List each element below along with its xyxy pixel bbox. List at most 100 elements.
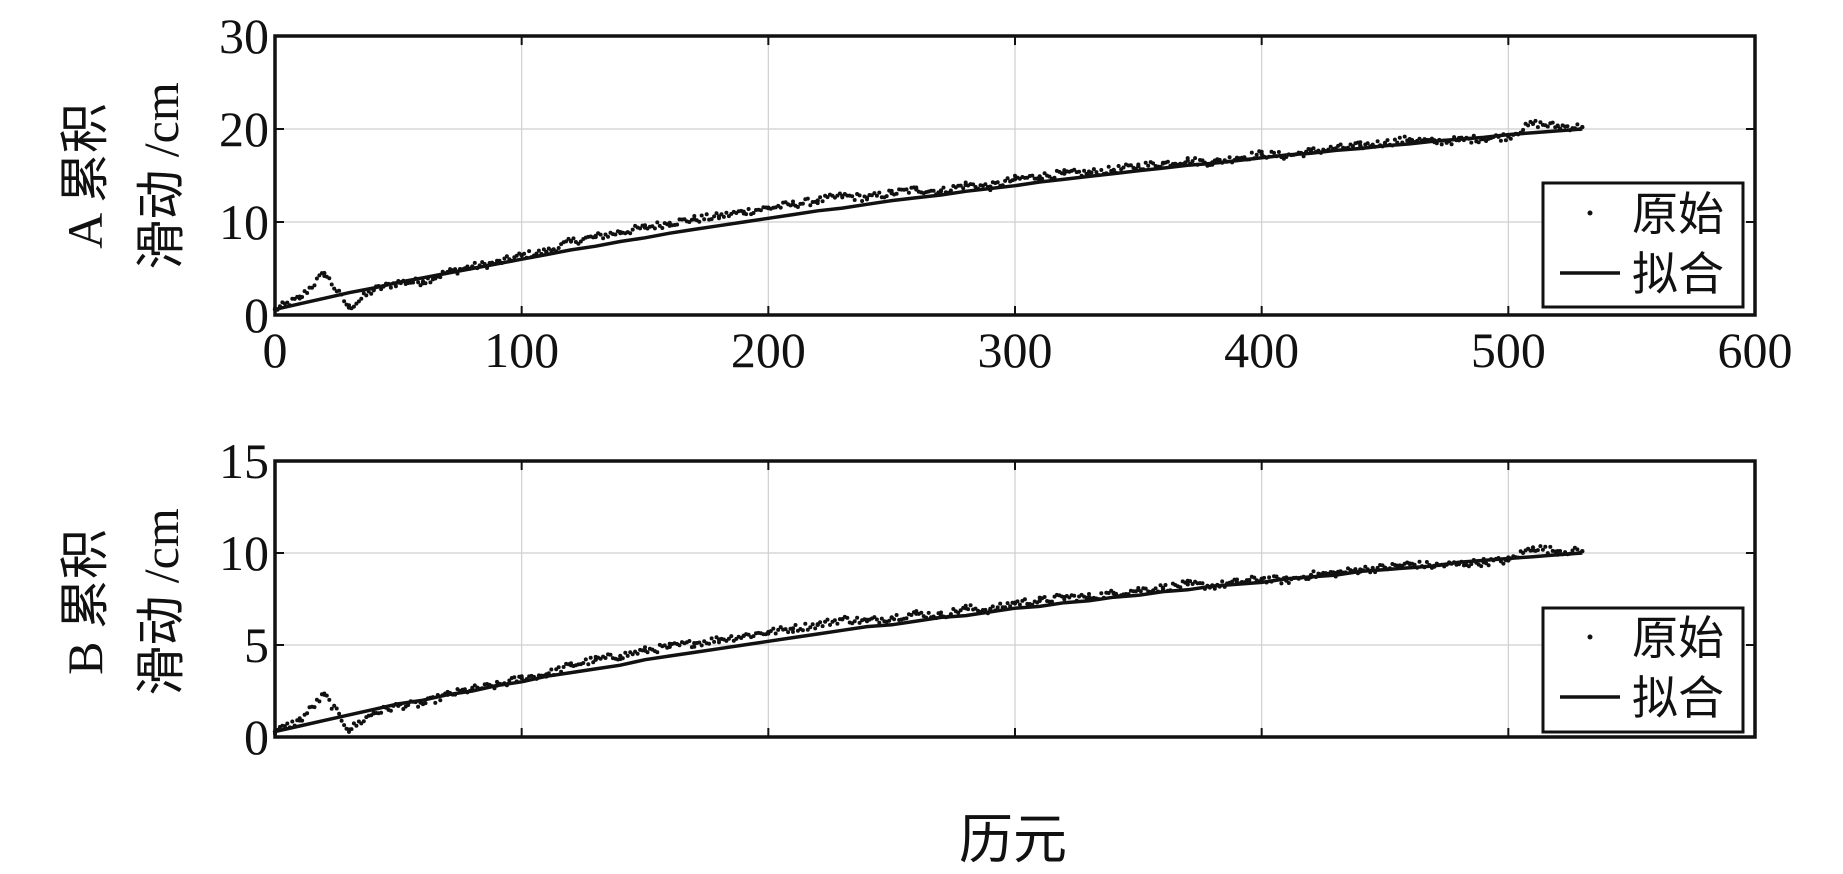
raw-data-point xyxy=(1003,178,1008,183)
raw-data-point xyxy=(919,610,924,615)
raw-data-point xyxy=(692,217,697,222)
raw-data-point xyxy=(606,234,610,239)
raw-data-point xyxy=(931,188,936,193)
raw-data-point xyxy=(601,236,606,241)
raw-data-point xyxy=(1082,168,1087,173)
plot-frame-a xyxy=(273,34,1757,317)
raw-data-point xyxy=(1091,167,1096,172)
raw-data-point xyxy=(351,304,356,309)
raw-data-point xyxy=(369,291,374,296)
raw-data-point xyxy=(800,201,805,206)
raw-data-point xyxy=(655,220,660,225)
raw-data-point xyxy=(874,617,879,622)
raw-data-point xyxy=(852,619,857,624)
x-tick-labels-a: 0 100 200 300 400 500 600 xyxy=(263,322,1793,378)
raw-data-point xyxy=(998,601,1003,606)
raw-data-point xyxy=(741,633,746,638)
raw-data-point xyxy=(1227,155,1232,160)
raw-data-point xyxy=(791,629,795,634)
raw-data-point xyxy=(1521,551,1526,555)
raw-data-point xyxy=(1407,561,1412,567)
raw-data-point xyxy=(1042,595,1047,599)
raw-data-point xyxy=(1143,160,1148,165)
raw-data-point xyxy=(877,190,882,195)
raw-data-point xyxy=(337,711,342,716)
raw-data-point xyxy=(561,665,566,669)
raw-data-point xyxy=(618,230,623,235)
raw-data-point xyxy=(1136,587,1141,592)
raw-data-point xyxy=(758,208,763,213)
raw-data-point xyxy=(586,662,591,667)
legend-a: 原始 拟合 xyxy=(1541,181,1745,309)
raw-data-point xyxy=(342,723,347,728)
raw-data-point xyxy=(948,188,953,193)
y-axis-label-a: A 累积 滑动 /cm xyxy=(57,82,189,270)
legend-dot-marker-b xyxy=(1587,634,1593,640)
y-axis-label-b: B 累积 滑动 /cm xyxy=(57,508,189,696)
raw-data-point xyxy=(887,618,892,623)
raw-data-point xyxy=(1424,560,1429,564)
raw-data-point xyxy=(1476,140,1481,145)
raw-data-point xyxy=(805,627,810,632)
raw-data-point xyxy=(371,710,376,716)
raw-data-point xyxy=(995,180,1000,185)
raw-data-point xyxy=(1062,595,1067,600)
raw-data-point xyxy=(1276,150,1281,154)
raw-data-point xyxy=(1099,168,1104,172)
raw-data-point xyxy=(1498,138,1503,143)
raw-data-point xyxy=(707,641,712,646)
raw-data-point xyxy=(1252,575,1257,580)
y-tick-label-b: 10 xyxy=(219,525,269,581)
raw-data-point xyxy=(1128,163,1133,168)
raw-data-point xyxy=(941,185,946,190)
raw-data-point xyxy=(864,195,870,200)
raw-data-point xyxy=(813,626,818,631)
raw-data-point xyxy=(1365,141,1370,146)
raw-data-point xyxy=(820,624,825,629)
raw-data-point xyxy=(1017,602,1022,607)
raw-data-point xyxy=(1086,595,1092,600)
plot-frame-b xyxy=(273,459,1757,739)
raw-data-point xyxy=(1106,164,1111,169)
raw-data-point xyxy=(845,615,850,620)
raw-data-point xyxy=(825,195,830,200)
raw-data-point xyxy=(1072,167,1077,172)
raw-data-point xyxy=(433,700,438,705)
raw-data-point xyxy=(773,631,778,636)
raw-data-point xyxy=(1353,567,1358,572)
raw-data-point xyxy=(342,299,347,304)
raw-data-point xyxy=(1397,135,1402,140)
raw-data-point xyxy=(687,639,692,643)
raw-data-point xyxy=(840,617,845,622)
raw-data-point xyxy=(1526,123,1531,128)
raw-data-point xyxy=(766,629,771,635)
raw-data-point xyxy=(855,615,860,620)
raw-data-point xyxy=(314,276,319,281)
raw-data-point xyxy=(329,282,334,287)
raw-data-point xyxy=(1111,591,1116,596)
raw-data-point xyxy=(709,217,714,222)
raw-data-point xyxy=(549,667,554,672)
raw-data-point xyxy=(808,625,813,630)
raw-data-point xyxy=(677,643,682,648)
raw-data-point xyxy=(1077,169,1082,174)
raw-data-point xyxy=(1392,137,1397,142)
raw-data-point xyxy=(914,187,919,192)
x-tick-label-a: 200 xyxy=(731,322,806,378)
raw-data-point xyxy=(1565,124,1570,129)
raw-data-point xyxy=(332,286,337,291)
raw-data-point xyxy=(305,291,310,295)
y-tick-label-a: 30 xyxy=(219,8,269,64)
raw-data-point xyxy=(783,627,788,632)
raw-data-point xyxy=(660,226,665,230)
raw-data-point xyxy=(741,209,746,214)
raw-data-point xyxy=(828,622,832,627)
raw-data-point xyxy=(815,198,820,203)
raw-data-point xyxy=(346,727,352,732)
raw-data-point xyxy=(393,284,398,289)
raw-data-point xyxy=(810,622,815,627)
raw-data-point xyxy=(1486,563,1491,568)
raw-data-point xyxy=(697,640,702,645)
raw-data-point xyxy=(1538,544,1543,549)
